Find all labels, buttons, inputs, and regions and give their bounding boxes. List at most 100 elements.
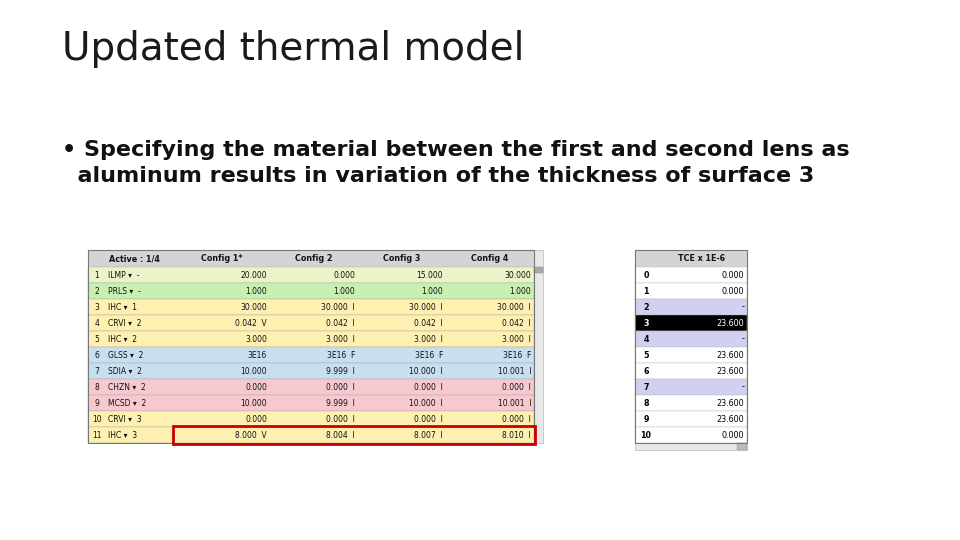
Text: 1.000: 1.000 bbox=[333, 287, 355, 295]
Text: 15.000: 15.000 bbox=[417, 271, 443, 280]
Bar bbox=[635, 427, 747, 443]
Text: Config 2: Config 2 bbox=[296, 254, 333, 263]
Bar bbox=[635, 283, 747, 299]
Text: 7: 7 bbox=[643, 382, 649, 392]
Text: 10.000: 10.000 bbox=[240, 367, 267, 375]
Text: 0.000  I: 0.000 I bbox=[502, 382, 531, 392]
Bar bbox=[635, 250, 747, 267]
Text: aluminum results in variation of the thickness of surface 3: aluminum results in variation of the thi… bbox=[62, 166, 814, 186]
Text: 9.999  I: 9.999 I bbox=[326, 367, 355, 375]
Text: 6: 6 bbox=[643, 367, 649, 375]
Text: 6: 6 bbox=[95, 350, 100, 360]
Text: -: - bbox=[741, 382, 744, 392]
Text: 10.000  I: 10.000 I bbox=[409, 399, 443, 408]
Text: 10.000  I: 10.000 I bbox=[409, 367, 443, 375]
Text: 3E16  F: 3E16 F bbox=[503, 350, 531, 360]
Bar bbox=[88, 283, 534, 299]
Text: 0.042  I: 0.042 I bbox=[415, 319, 443, 327]
Text: 0.042  I: 0.042 I bbox=[326, 319, 355, 327]
Text: 30.000  I: 30.000 I bbox=[409, 302, 443, 312]
Bar bbox=[635, 411, 747, 427]
Text: Active : 1/4: Active : 1/4 bbox=[109, 254, 160, 263]
Bar bbox=[635, 250, 747, 443]
Text: 11: 11 bbox=[92, 430, 102, 440]
Text: 3: 3 bbox=[95, 302, 100, 312]
Text: 10: 10 bbox=[92, 415, 102, 423]
Text: -: - bbox=[741, 334, 744, 343]
Text: 0.000: 0.000 bbox=[722, 287, 744, 295]
Text: 3.000  I: 3.000 I bbox=[414, 334, 443, 343]
Text: ILMP ▾  -: ILMP ▾ - bbox=[108, 271, 139, 280]
Text: 9.999  I: 9.999 I bbox=[326, 399, 355, 408]
Bar bbox=[88, 427, 534, 443]
Text: 10.001  I: 10.001 I bbox=[497, 367, 531, 375]
Bar bbox=[173, 426, 535, 444]
Text: 3E16  F: 3E16 F bbox=[326, 350, 355, 360]
Text: 3: 3 bbox=[643, 319, 649, 327]
Text: PRLS ▾  -: PRLS ▾ - bbox=[108, 287, 141, 295]
Text: 8: 8 bbox=[643, 399, 649, 408]
Text: 0.000: 0.000 bbox=[722, 430, 744, 440]
Text: 0.000: 0.000 bbox=[722, 271, 744, 280]
Text: 3E16  F: 3E16 F bbox=[415, 350, 443, 360]
Bar bbox=[635, 315, 747, 331]
Text: 2: 2 bbox=[643, 302, 649, 312]
Text: 9: 9 bbox=[643, 415, 649, 423]
Bar bbox=[635, 363, 747, 379]
Bar bbox=[88, 267, 534, 283]
Text: 1.000: 1.000 bbox=[509, 287, 531, 295]
Bar bbox=[88, 379, 534, 395]
Text: 1: 1 bbox=[643, 287, 649, 295]
Bar bbox=[534, 250, 543, 443]
Text: IHC ▾  3: IHC ▾ 3 bbox=[108, 430, 137, 440]
Bar bbox=[635, 379, 747, 395]
Text: 30.000: 30.000 bbox=[240, 302, 267, 312]
Bar bbox=[88, 363, 534, 379]
Bar bbox=[635, 267, 747, 283]
Text: TCE x 1E-6: TCE x 1E-6 bbox=[679, 254, 726, 263]
Bar bbox=[635, 331, 747, 347]
Bar bbox=[88, 331, 534, 347]
Text: -: - bbox=[741, 302, 744, 312]
Text: 10: 10 bbox=[640, 430, 652, 440]
Text: IHC ▾  1: IHC ▾ 1 bbox=[108, 302, 137, 312]
Bar bbox=[88, 347, 534, 363]
Text: 0.000  I: 0.000 I bbox=[414, 382, 443, 392]
Bar bbox=[88, 250, 534, 267]
Text: Updated thermal model: Updated thermal model bbox=[62, 30, 524, 68]
Text: 3E16: 3E16 bbox=[248, 350, 267, 360]
Text: • Specifying the material between the first and second lens as: • Specifying the material between the fi… bbox=[62, 140, 850, 160]
Text: 8.010  I: 8.010 I bbox=[502, 430, 531, 440]
Text: 9: 9 bbox=[95, 399, 100, 408]
Text: 23.600: 23.600 bbox=[716, 399, 744, 408]
Text: 4: 4 bbox=[643, 334, 649, 343]
Text: 0.000  I: 0.000 I bbox=[326, 415, 355, 423]
Text: 7: 7 bbox=[95, 367, 100, 375]
Text: CHZN ▾  2: CHZN ▾ 2 bbox=[108, 382, 146, 392]
Text: 4: 4 bbox=[95, 319, 100, 327]
Text: 5: 5 bbox=[95, 334, 100, 343]
Bar bbox=[88, 395, 534, 411]
Text: 1.000: 1.000 bbox=[421, 287, 443, 295]
Text: 0.042  I: 0.042 I bbox=[502, 319, 531, 327]
Text: 3.000  I: 3.000 I bbox=[326, 334, 355, 343]
Text: 30.000  I: 30.000 I bbox=[497, 302, 531, 312]
Text: 5: 5 bbox=[643, 350, 649, 360]
Bar bbox=[635, 395, 747, 411]
Text: 10.000: 10.000 bbox=[240, 399, 267, 408]
Bar bbox=[635, 347, 747, 363]
Text: 23.600: 23.600 bbox=[716, 415, 744, 423]
Text: 10.001  I: 10.001 I bbox=[497, 399, 531, 408]
Text: IHC ▾  2: IHC ▾ 2 bbox=[108, 334, 137, 343]
Bar bbox=[737, 443, 747, 450]
Text: 23.600: 23.600 bbox=[716, 350, 744, 360]
Text: 0.000  I: 0.000 I bbox=[502, 415, 531, 423]
Bar bbox=[88, 250, 534, 443]
Text: 30.000: 30.000 bbox=[504, 271, 531, 280]
Text: MCSD ▾  2: MCSD ▾ 2 bbox=[108, 399, 146, 408]
Bar bbox=[534, 267, 543, 273]
Bar bbox=[635, 443, 747, 450]
Text: 0.000: 0.000 bbox=[245, 415, 267, 423]
Bar bbox=[635, 299, 747, 315]
Text: 0.042  V: 0.042 V bbox=[235, 319, 267, 327]
